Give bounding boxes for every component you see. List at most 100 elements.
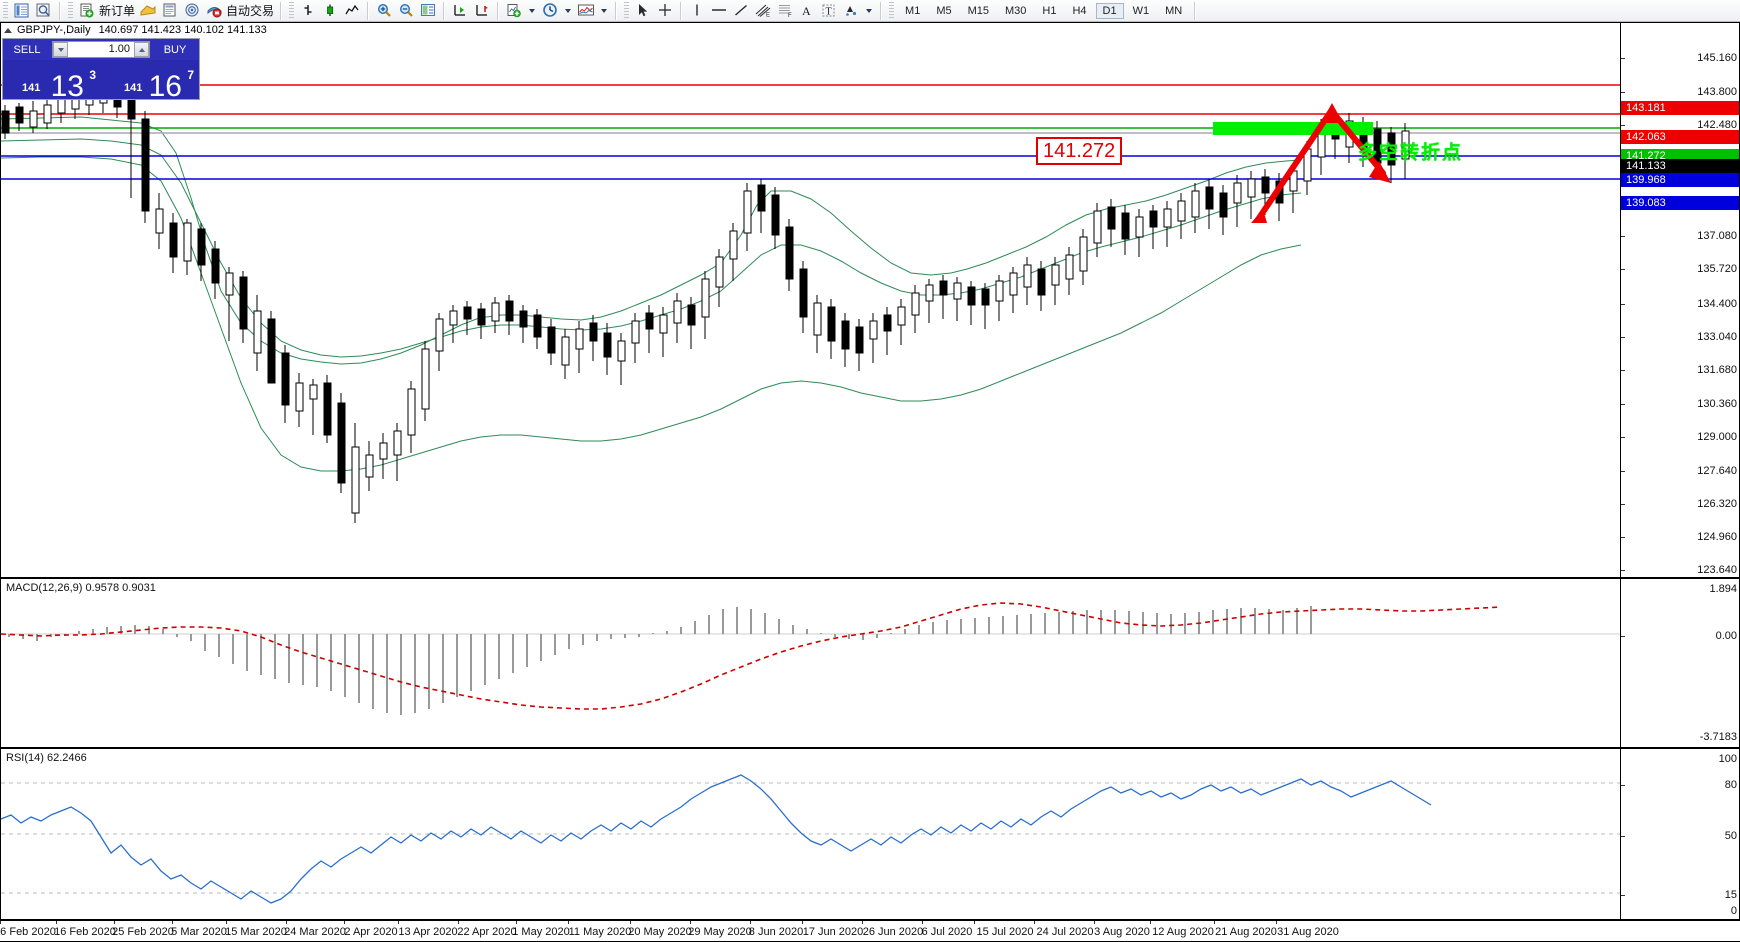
text-label-icon[interactable]: T <box>818 1 840 21</box>
toolbar-separator-9 <box>1194 1 1197 20</box>
templates-icon[interactable] <box>575 1 597 21</box>
svg-text:F: F <box>788 13 792 18</box>
buy-button[interactable]: BUY <box>151 39 199 60</box>
fibonacci-icon[interactable]: F <box>774 1 796 21</box>
timeframe-m15[interactable]: M15 <box>967 4 989 17</box>
rsi-tick-label: 80 <box>1724 779 1737 791</box>
pivot-note: 多空转折点 <box>1358 142 1464 164</box>
sell-price-box[interactable]: 141 13 3 <box>4 60 100 102</box>
resistance-badge-2: 142.063 <box>1621 130 1739 144</box>
time-tick-label: 31 Aug 2020 <box>1277 926 1339 938</box>
price-tick-label: 129.000 <box>1697 431 1737 443</box>
rsi-axis[interactable]: 100 80 50 15 0 <box>1620 749 1739 919</box>
collapse-triangle-icon[interactable] <box>4 27 12 33</box>
price-callout: 141.272 <box>1036 137 1123 165</box>
crosshair-icon[interactable] <box>654 1 676 21</box>
price-tick-label: 145.160 <box>1697 52 1737 64</box>
timeframe-h4[interactable]: H4 <box>1072 4 1087 17</box>
period-clock-icon[interactable] <box>539 1 561 21</box>
toolbar-separator <box>59 1 61 20</box>
zoom-out-icon[interactable] <box>395 1 417 21</box>
timeframe-mn[interactable]: MN <box>1165 4 1183 17</box>
time-tick-label: 12 Aug 2020 <box>1152 926 1214 938</box>
cursor-icon[interactable] <box>632 1 654 21</box>
rsi-tick-label: 15 <box>1724 889 1737 901</box>
volume-value[interactable]: 1.00 <box>68 42 134 57</box>
volume-increment-button[interactable] <box>134 42 149 57</box>
price-plot-area[interactable]: 141.272 多空转折点 <box>1 23 1621 577</box>
toolbar-grip[interactable] <box>3 2 8 19</box>
supply-zone <box>1213 122 1373 135</box>
terminal-icon[interactable] <box>159 1 181 21</box>
strategy-tester-icon[interactable] <box>181 1 203 21</box>
auto-trading-label: 自动交易 <box>226 4 275 18</box>
new-order-button[interactable]: 新订单 <box>76 1 137 21</box>
market-watch-icon[interactable] <box>11 1 33 21</box>
time-tick-label: 22 Apr 2020 <box>457 926 517 938</box>
timeframe-w1[interactable]: W1 <box>1132 4 1150 17</box>
timeframe-h1[interactable]: H1 <box>1042 4 1057 17</box>
symbol-info-line: GBPJPY-,Daily 140.697 141.423 140.102 14… <box>0 23 267 37</box>
one-click-trading-panel[interactable]: SELL 1.00 BUY 141 13 3 141 16 7 <box>2 38 200 102</box>
bar-chart-icon[interactable] <box>297 1 319 21</box>
volume-decrement-button[interactable] <box>53 42 68 57</box>
templates-dropdown-caret[interactable] <box>601 8 608 13</box>
horizontal-line-icon[interactable] <box>708 1 730 21</box>
price-tick-label: 133.040 <box>1697 331 1737 343</box>
toolbar-separator-5 <box>497 1 500 20</box>
volume-stepper[interactable]: 1.00 <box>52 41 150 58</box>
equidistant-channel-icon[interactable]: E <box>752 1 774 21</box>
price-axis[interactable]: 145.160 143.800 142.480 139.760 138.440 … <box>1620 23 1739 577</box>
time-tick-label: 16 Feb 2020 <box>54 926 116 938</box>
sell-button[interactable]: SELL <box>3 39 51 60</box>
arrows-icon[interactable] <box>840 1 862 21</box>
price-tick-label: 131.680 <box>1697 364 1737 376</box>
time-tick-label: 2 Apr 2020 <box>344 926 398 938</box>
add-indicator-icon[interactable] <box>503 1 525 21</box>
sell-price-prefix: 141 <box>22 82 41 94</box>
arrows-dropdown-caret[interactable] <box>866 8 873 13</box>
last-price-badge: 141.133 <box>1621 159 1739 173</box>
toolbar-separator-3 <box>367 1 370 20</box>
trade-panel-header: SELL 1.00 BUY <box>3 39 199 60</box>
trendline-icon[interactable] <box>730 1 752 21</box>
line-chart-icon[interactable] <box>341 1 363 21</box>
chart-shift-icon[interactable] <box>471 1 493 21</box>
rsi-tick-label: 0 <box>1730 905 1737 917</box>
rsi-plot-area[interactable] <box>1 749 1621 919</box>
macd-tick-label: 0.00 <box>1715 630 1737 642</box>
symbol-ohlc: 140.697 141.423 140.102 141.133 <box>98 24 267 36</box>
candlestick-chart-icon[interactable] <box>319 1 341 21</box>
price-tick-label: 123.640 <box>1697 564 1737 576</box>
toolbar-grip-4[interactable] <box>624 2 630 19</box>
text-icon[interactable]: A <box>796 1 818 21</box>
time-tick-label: 6 Feb 2020 <box>0 926 56 938</box>
toolbar-separator-2 <box>280 1 283 20</box>
buy-price-box[interactable]: 141 16 7 <box>102 60 198 102</box>
price-tick-label: 127.640 <box>1697 465 1737 477</box>
auto-scroll-icon[interactable] <box>449 1 471 21</box>
macd-title: MACD(12,26,9) 0.9578 0.9031 <box>6 582 156 594</box>
vertical-line-icon[interactable] <box>686 1 708 21</box>
period-dropdown-caret[interactable] <box>565 8 572 13</box>
toolbar-grip-3[interactable] <box>289 2 295 19</box>
zoom-in-icon[interactable] <box>373 1 395 21</box>
price-chart-pane: 141.272 多空转折点 145.160 143.800 142.480 13… <box>0 22 1740 578</box>
indicators-icon[interactable] <box>137 1 159 21</box>
auto-trading-button[interactable]: 自动交易 <box>203 1 276 21</box>
rsi-title: RSI(14) 62.2466 <box>6 752 87 764</box>
toolbar-grip-2[interactable] <box>68 2 73 19</box>
timeframe-m1[interactable]: M1 <box>905 4 921 17</box>
timeframe-m5[interactable]: M5 <box>936 4 952 17</box>
macd-plot-area[interactable] <box>1 579 1621 747</box>
tile-windows-icon[interactable] <box>417 1 439 21</box>
toolbar-grip-5[interactable] <box>889 2 895 19</box>
data-window-icon[interactable] <box>33 1 55 21</box>
timeframe-m30[interactable]: M30 <box>1005 4 1027 17</box>
time-tick-label: 15 Mar 2020 <box>225 926 287 938</box>
macd-axis[interactable]: 1.894 0.00 -3.7183 <box>1620 579 1739 747</box>
macd-pane: MACD(12,26,9) 0.9578 0.9031 <box>0 578 1740 748</box>
indicator-dropdown-caret[interactable] <box>529 8 536 13</box>
time-axis[interactable]: 6 Feb 2020 16 Feb 2020 25 Feb 2020 5 Mar… <box>0 920 1740 942</box>
timeframe-d1[interactable]: D1 <box>1095 2 1124 19</box>
